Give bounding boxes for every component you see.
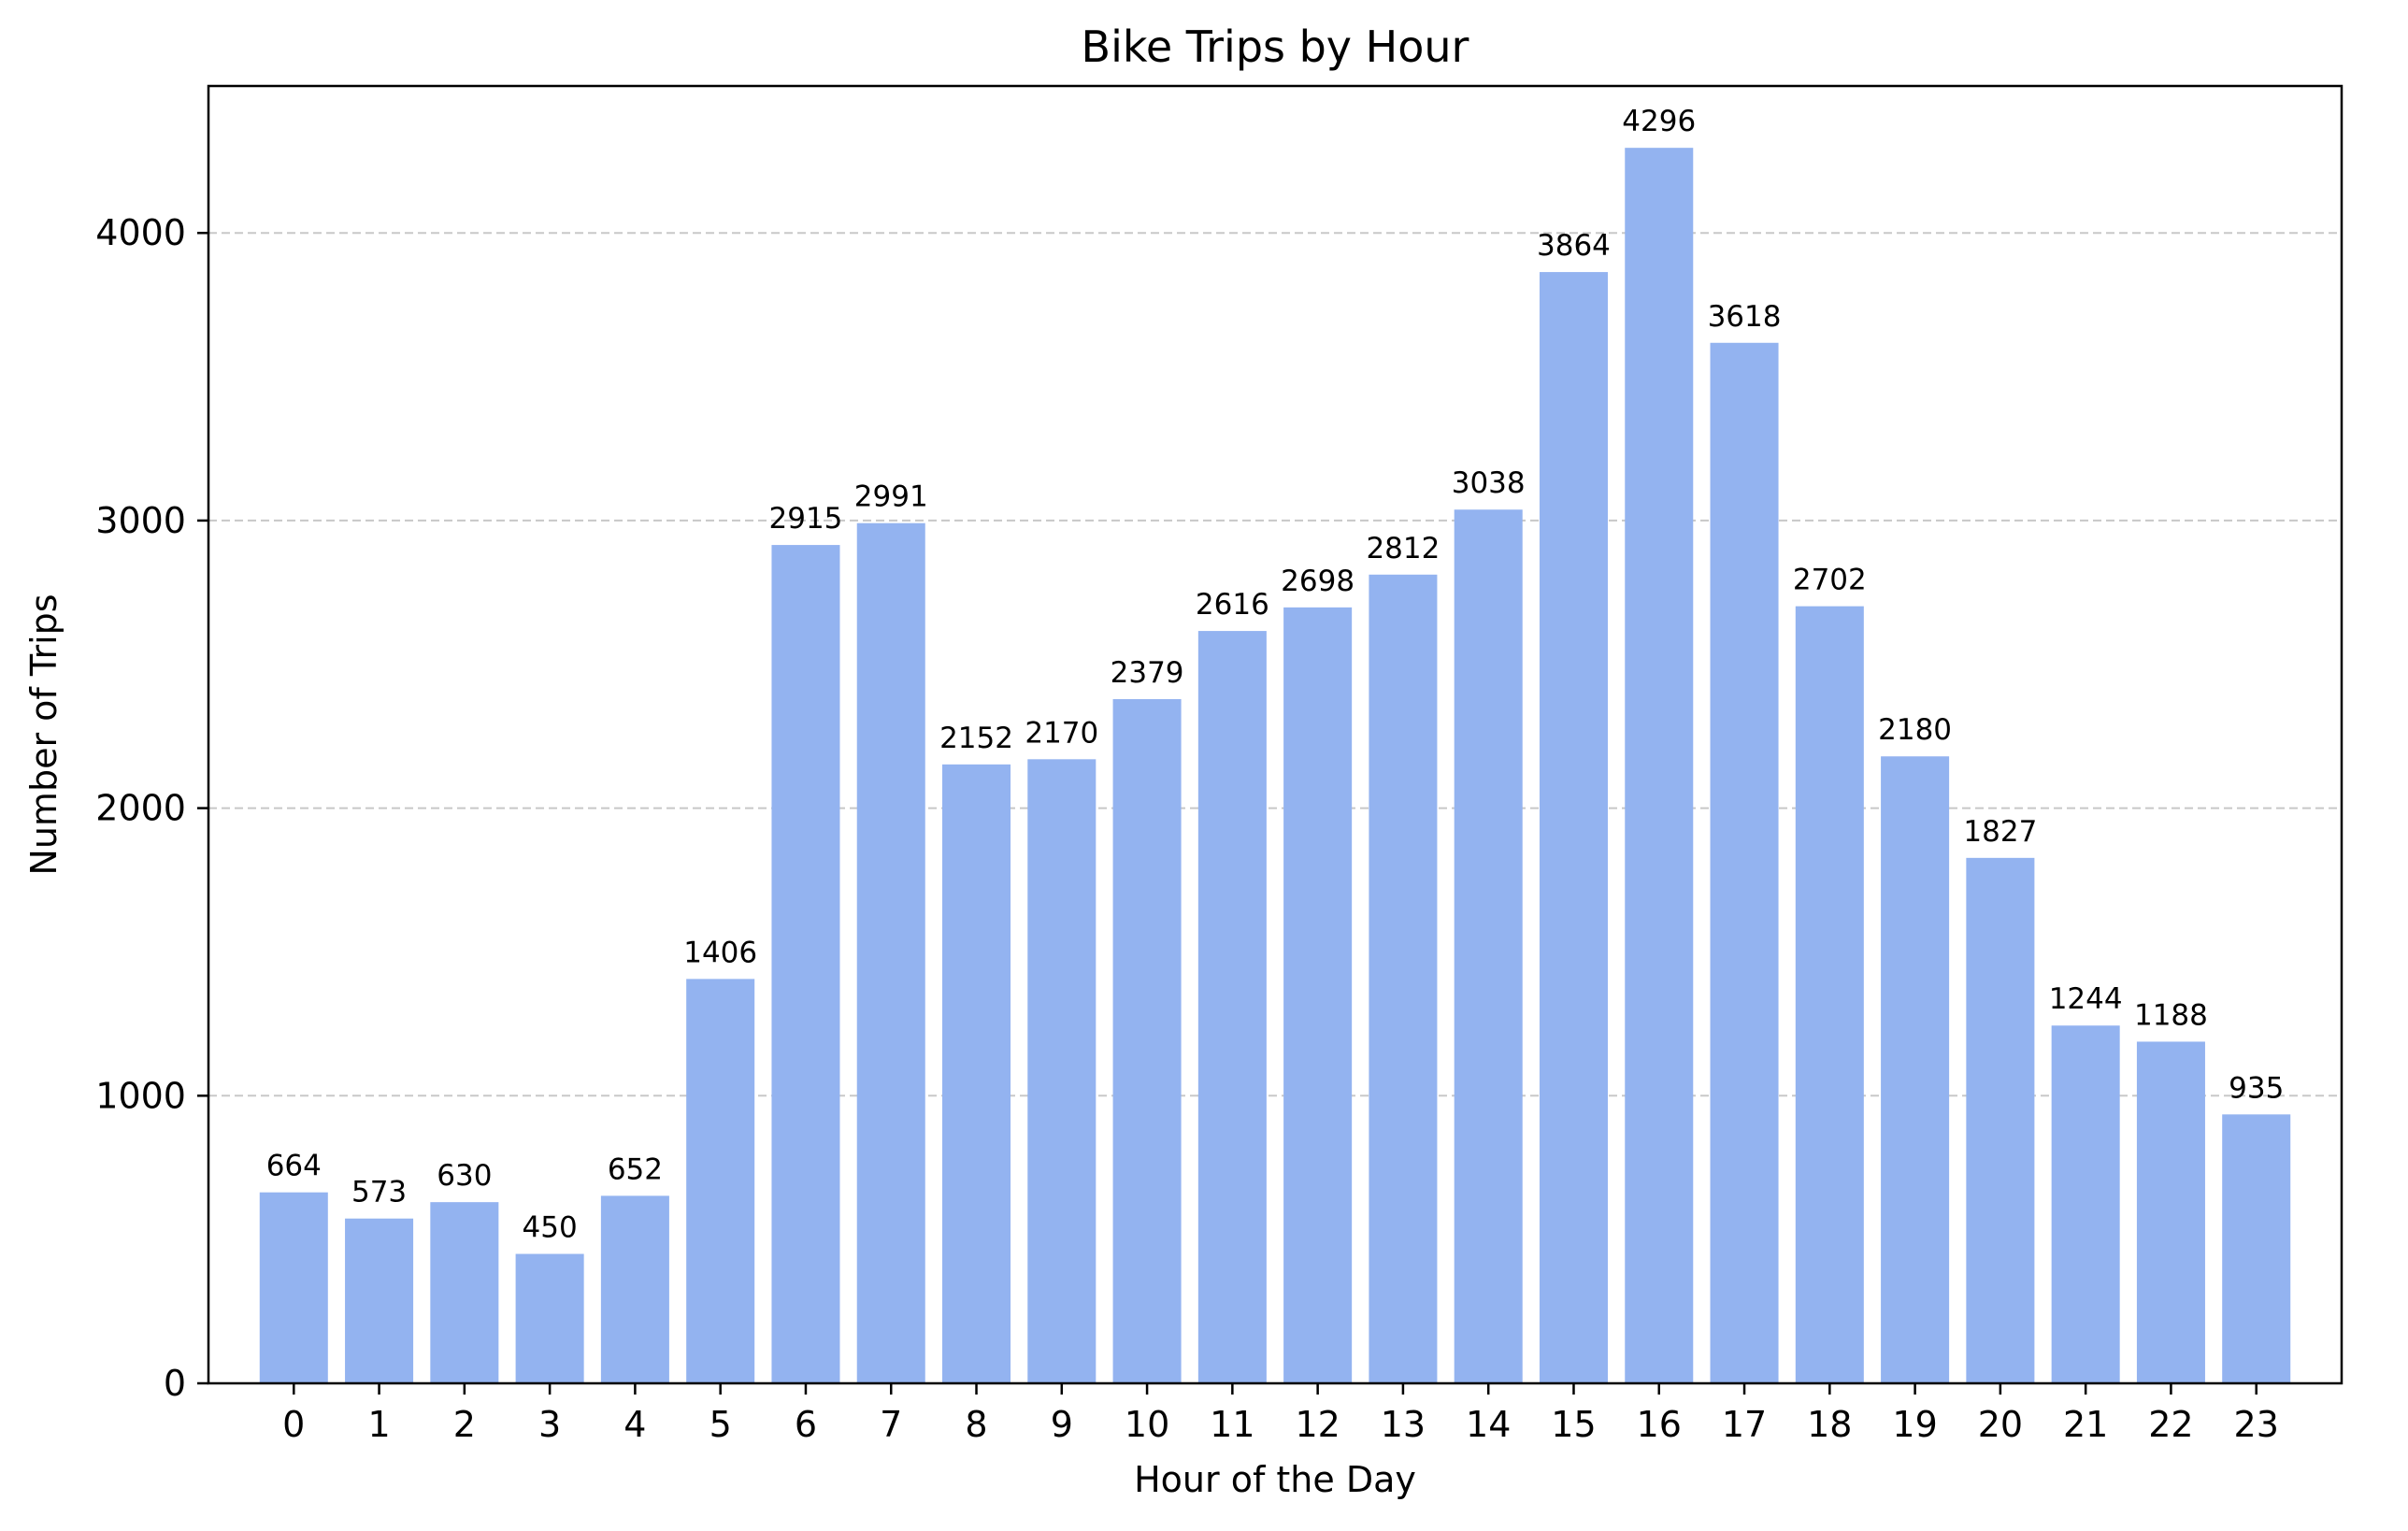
x-tick-label: 21 xyxy=(2063,1404,2108,1445)
x-tick-label: 13 xyxy=(1381,1404,1426,1445)
bar xyxy=(600,1195,669,1383)
bar xyxy=(1881,756,1950,1383)
bar-value-label: 2698 xyxy=(1281,565,1354,598)
x-tick-label: 9 xyxy=(1051,1404,1073,1445)
bar-value-label: 450 xyxy=(523,1211,578,1245)
bar xyxy=(856,522,925,1383)
bar xyxy=(1283,607,1353,1383)
bar-value-label: 2152 xyxy=(939,722,1013,755)
bar xyxy=(1369,574,1438,1383)
bar-value-label: 2702 xyxy=(1793,564,1867,597)
x-tick-label: 18 xyxy=(1807,1404,1852,1445)
y-tick-label: 0 xyxy=(164,1363,186,1404)
bar-value-label: 1244 xyxy=(2049,982,2123,1016)
bar-value-label: 2616 xyxy=(1196,588,1269,622)
bar-value-label: 1188 xyxy=(2134,998,2208,1032)
x-tick-label: 7 xyxy=(880,1404,902,1445)
x-axis-ticks: 0 1 2 3 4 5 6 7 8 9 10 11 12 13 14 15 16 17 18 19 20 21 22 23 xyxy=(282,1383,2279,1445)
x-tick-label: 0 xyxy=(282,1404,305,1445)
bar xyxy=(1625,148,1694,1384)
bar xyxy=(1112,699,1182,1383)
bar-value-label: 652 xyxy=(608,1152,663,1186)
gridlines xyxy=(208,232,2342,1097)
bar xyxy=(2051,1025,2120,1383)
bar xyxy=(771,545,840,1383)
x-tick-label: 11 xyxy=(1210,1404,1254,1445)
bar xyxy=(2136,1041,2205,1383)
bar xyxy=(1710,342,1779,1383)
bar-value-label: 1406 xyxy=(683,936,757,969)
bar xyxy=(686,979,755,1383)
bars xyxy=(259,148,2291,1384)
bar xyxy=(430,1202,499,1383)
bar-value-label: 935 xyxy=(2229,1071,2284,1105)
bar xyxy=(2222,1114,2291,1383)
y-tick-label: 2000 xyxy=(95,788,186,829)
bar-value-label: 3618 xyxy=(1708,300,1782,334)
bar-value-label: 664 xyxy=(266,1150,322,1183)
plot-frame xyxy=(207,84,2344,1385)
bar-value-label: 630 xyxy=(437,1159,492,1193)
y-axis-ticks: 0 1000 2000 3000 4000 xyxy=(95,212,208,1404)
bar xyxy=(1795,606,1864,1383)
bar-value-label: 573 xyxy=(351,1176,407,1209)
x-tick-label: 6 xyxy=(795,1404,817,1445)
y-axis-label: Number of Trips xyxy=(23,594,64,875)
x-tick-label: 4 xyxy=(624,1404,646,1445)
y-tick-label: 3000 xyxy=(95,500,186,541)
bar xyxy=(1027,759,1096,1383)
bar-value-label: 2180 xyxy=(1878,713,1952,747)
x-tick-label: 3 xyxy=(538,1404,561,1445)
x-tick-label: 15 xyxy=(1551,1404,1596,1445)
chart-title: Bike Trips by Hour xyxy=(1082,21,1469,72)
bar xyxy=(259,1192,328,1383)
bar-value-label: 4296 xyxy=(1622,105,1696,138)
x-tick-label: 14 xyxy=(1466,1404,1511,1445)
x-tick-label: 12 xyxy=(1295,1404,1340,1445)
bar xyxy=(1454,509,1523,1383)
bar-value-label: 2915 xyxy=(769,502,843,536)
x-axis-label: Hour of the Day xyxy=(1134,1459,1416,1500)
bar xyxy=(942,764,1011,1383)
y-tick-label: 1000 xyxy=(95,1075,186,1116)
x-tick-label: 10 xyxy=(1125,1404,1169,1445)
x-tick-label: 5 xyxy=(710,1404,732,1445)
bar-value-label: 2170 xyxy=(1025,716,1098,750)
x-tick-label: 23 xyxy=(2234,1404,2279,1445)
x-tick-label: 22 xyxy=(2148,1404,2193,1445)
data-labels: 664 573 630 450 652 1406 2915 2991 2152 2170 2379 2… xyxy=(266,105,2285,1244)
bar xyxy=(515,1253,584,1383)
bar-value-label: 3038 xyxy=(1452,466,1526,500)
x-tick-label: 16 xyxy=(1637,1404,1682,1445)
bar xyxy=(1197,631,1267,1383)
x-tick-label: 8 xyxy=(965,1404,987,1445)
y-tick-label: 4000 xyxy=(95,212,186,253)
x-tick-label: 20 xyxy=(1978,1404,2023,1445)
bar-value-label: 3864 xyxy=(1537,229,1611,263)
bar-value-label: 1827 xyxy=(1963,815,2037,849)
bar-value-label: 2991 xyxy=(854,480,928,514)
bar xyxy=(345,1218,414,1383)
bar-value-label: 2379 xyxy=(1111,656,1184,690)
x-tick-label: 2 xyxy=(453,1404,476,1445)
bar-value-label: 2812 xyxy=(1366,532,1440,565)
bar xyxy=(1539,272,1608,1384)
x-tick-label: 17 xyxy=(1722,1404,1767,1445)
x-tick-label: 19 xyxy=(1892,1404,1937,1445)
bar xyxy=(1966,857,2035,1383)
x-tick-label: 1 xyxy=(367,1404,390,1445)
